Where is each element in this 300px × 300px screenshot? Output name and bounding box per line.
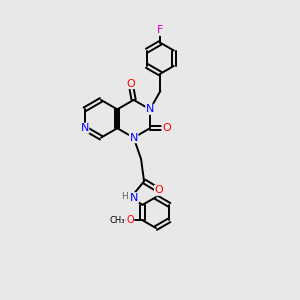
Text: F: F [157, 25, 164, 35]
Text: H: H [121, 192, 128, 201]
Text: O: O [126, 79, 135, 88]
Text: N: N [130, 193, 138, 203]
Text: CH₃: CH₃ [110, 216, 125, 225]
Text: N: N [130, 133, 138, 143]
Text: O: O [162, 123, 171, 133]
Text: N: N [146, 104, 154, 114]
Text: N: N [80, 123, 89, 133]
Text: O: O [126, 215, 134, 225]
Text: O: O [154, 185, 163, 195]
